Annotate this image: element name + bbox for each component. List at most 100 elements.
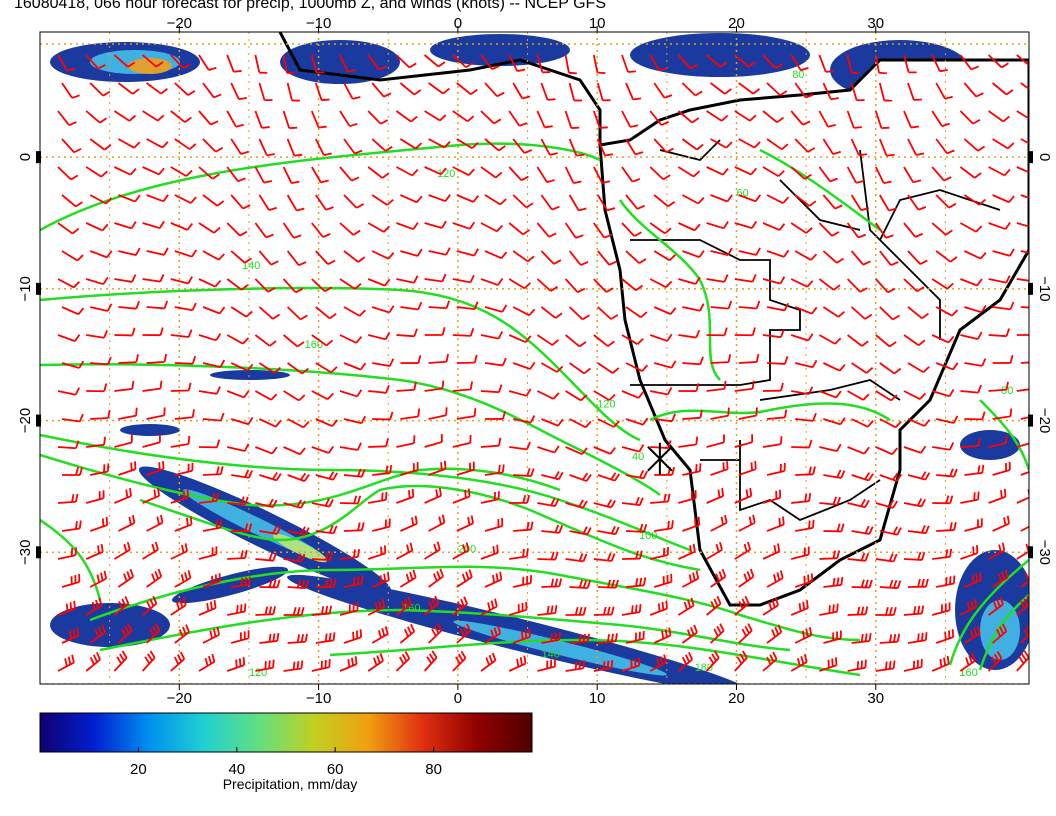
wind-barb: [964, 518, 983, 532]
wind-barb: [705, 650, 720, 672]
wind-barb: [738, 407, 758, 420]
wind-barb: [621, 334, 644, 345]
wind-barb: [146, 353, 168, 364]
contour-label: 40: [632, 451, 644, 463]
wind-barb: [286, 82, 300, 102]
wind-barb: [61, 574, 81, 588]
wind-barb: [61, 82, 80, 99]
wind-barb: [114, 274, 137, 283]
wind-barb: [456, 194, 480, 203]
lon-tick-label-top: 10: [589, 15, 606, 32]
wind-barb: [113, 541, 131, 560]
wind-barb: [367, 222, 391, 233]
contour-label: 160: [305, 339, 323, 351]
wind-barb: [371, 138, 393, 152]
wind-barb: [174, 194, 197, 204]
wind-barb: [226, 278, 249, 291]
wind-barb: [311, 605, 333, 616]
wind-barb: [513, 521, 534, 532]
wind-barb: [57, 110, 77, 127]
wind-barb: [227, 496, 249, 506]
wind-barb: [597, 525, 620, 536]
wind-barb: [706, 596, 722, 616]
wind-barb: [964, 464, 985, 476]
wind-barb: [423, 650, 438, 672]
wind-barb: [846, 166, 865, 184]
wind-barb: [339, 442, 362, 451]
wind-barb: [113, 650, 128, 672]
wind-barb: [339, 495, 362, 505]
wind-barb: [508, 110, 528, 127]
wind-barb: [230, 306, 253, 318]
wind-barb: [57, 654, 75, 672]
wind-barb: [992, 515, 1010, 532]
wind-barb: [85, 222, 109, 232]
wind-barb: [649, 222, 672, 235]
wind-barb: [795, 413, 817, 422]
wind-barb: [819, 657, 838, 672]
wind-barb: [794, 194, 817, 207]
wind-barb: [734, 327, 756, 337]
wind-barb: [286, 306, 308, 321]
wind-barb: [988, 542, 1006, 560]
wind-barb: [649, 54, 668, 72]
wind-barb: [1016, 278, 1029, 282]
wind-barb: [734, 650, 748, 672]
lat-tick-label-right: 0: [1036, 153, 1053, 161]
contour-label: 80: [1001, 385, 1013, 397]
wind-barb: [960, 491, 980, 504]
wind-barb: [202, 138, 224, 153]
wind-barb: [932, 495, 954, 505]
wind-barb: [57, 387, 81, 396]
wind-barb: [964, 571, 982, 588]
wind-barb: [114, 166, 137, 176]
wind-barb: [315, 471, 338, 481]
wind-barb: [706, 380, 727, 392]
wind-barb: [903, 334, 926, 347]
wind-barb: [508, 388, 532, 397]
wind-barb: [198, 599, 217, 616]
wind-barb: [846, 278, 868, 293]
wind-barb: [875, 446, 898, 456]
wind-barb: [762, 651, 778, 672]
wind-barb: [568, 306, 590, 321]
wind-barb: [734, 595, 750, 616]
wind-barb: [146, 407, 166, 420]
wind-barb: [1016, 222, 1029, 228]
wind-barb: [452, 328, 475, 337]
contour-label: 140: [242, 260, 260, 272]
wind-barb: [230, 138, 249, 155]
wind-barb: [396, 381, 417, 392]
station-marker: [647, 442, 673, 475]
wind-barb: [738, 353, 760, 364]
wind-barb: [118, 194, 141, 203]
wind-barb: [537, 605, 558, 616]
wind-barb: [650, 547, 669, 560]
wind-barb: [678, 276, 701, 285]
wind-barb: [367, 166, 390, 179]
wind-barb: [90, 356, 112, 366]
wind-barb: [706, 166, 729, 176]
wind-barb: [762, 382, 784, 392]
wind-barb: [400, 462, 419, 476]
wind-barb: [90, 409, 111, 420]
wind-barb: [681, 138, 704, 151]
wind-barb: [541, 631, 561, 644]
wind-barb: [738, 461, 757, 476]
wind-barb: [480, 54, 500, 70]
wind-barb: [851, 525, 874, 535]
wind-barb: [61, 627, 80, 644]
wind-barb: [935, 629, 955, 644]
wind-barb: [710, 407, 730, 420]
wind-barb: [988, 221, 1011, 230]
wind-barb: [226, 110, 244, 128]
wind-barb: [254, 54, 268, 74]
wind-barb: [541, 578, 563, 588]
wind-barb: [315, 418, 338, 427]
wind-barb: [231, 523, 253, 533]
wind-barb: [762, 54, 783, 69]
wind-barb: [170, 543, 188, 560]
wind-barb: [569, 472, 592, 482]
wind-barb: [1020, 571, 1029, 588]
wind-barb: [654, 413, 676, 423]
